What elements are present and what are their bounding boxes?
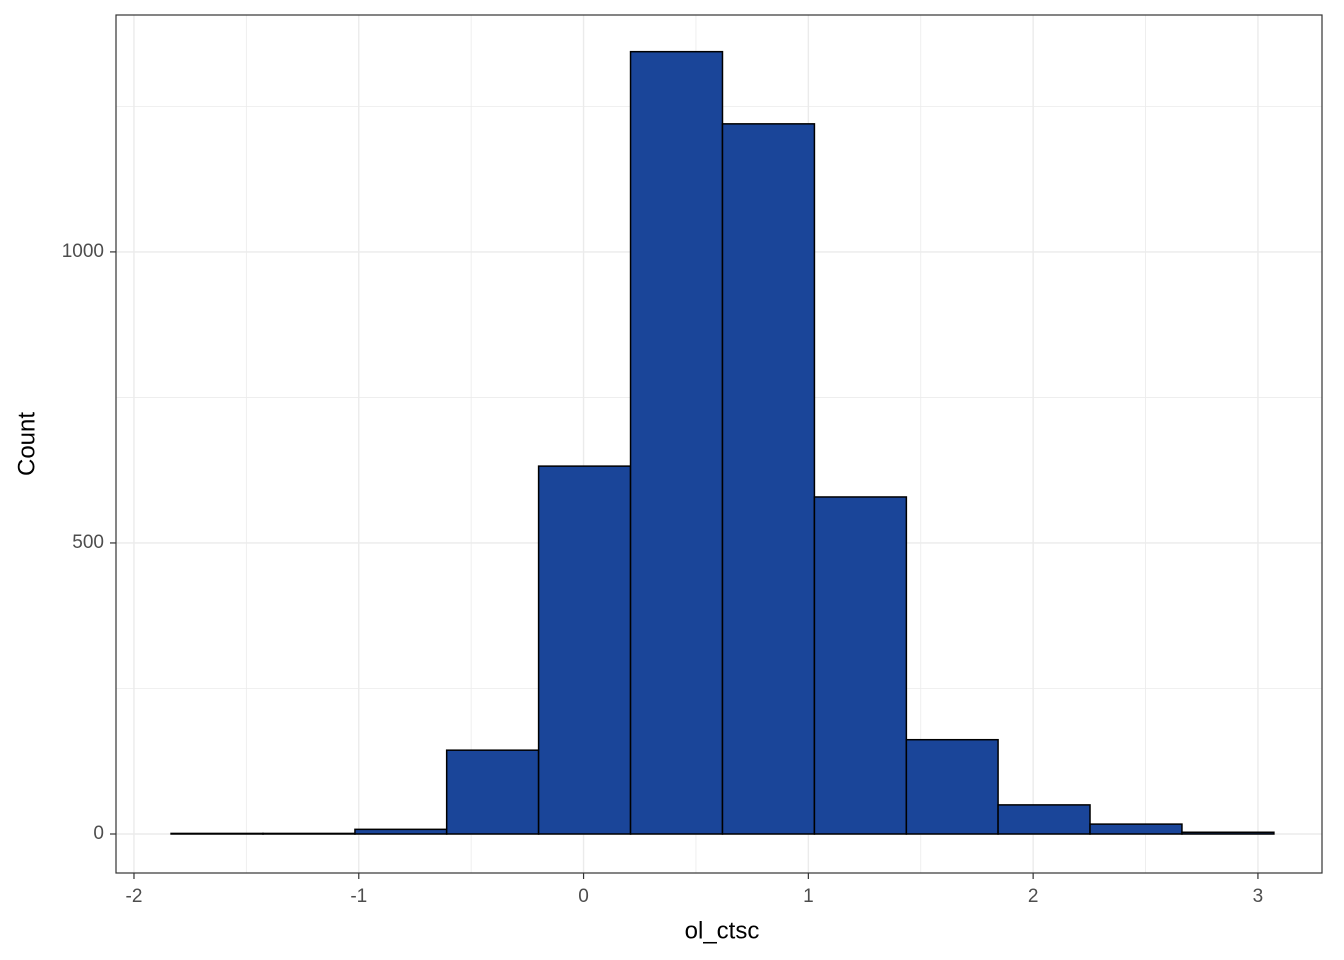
bar (721, 123, 816, 835)
bar (629, 50, 724, 835)
bar (1089, 823, 1183, 835)
y-axis-label: Count (13, 412, 40, 476)
bar (262, 832, 356, 835)
bar (445, 749, 540, 835)
x-tick-label: -2 (126, 886, 143, 907)
bar (813, 496, 908, 835)
bar (170, 832, 264, 835)
bar (997, 804, 1091, 835)
bars (170, 50, 1275, 835)
bar (1181, 831, 1275, 835)
y-tick-label: 0 (93, 823, 104, 844)
x-tick-label: 2 (1028, 886, 1039, 907)
y-tick-label: 1000 (62, 241, 104, 262)
x-tick-label: -1 (350, 886, 367, 907)
x-tick-label: 3 (1253, 886, 1264, 907)
x-tick-label: 1 (803, 886, 814, 907)
y-tick-label: 500 (72, 532, 104, 553)
panel-border (115, 14, 1323, 874)
x-tick-label: 0 (578, 886, 589, 907)
bar (537, 465, 632, 835)
bar (354, 828, 448, 835)
bar (905, 738, 999, 835)
x-axis-label: ol_ctsc (685, 917, 760, 944)
